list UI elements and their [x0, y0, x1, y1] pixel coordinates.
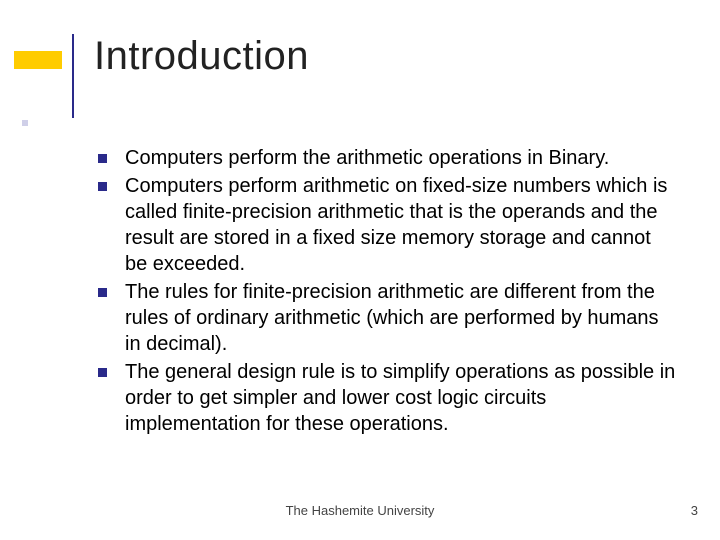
bullet-item: The general design rule is to simplify o… — [98, 359, 678, 437]
body-area: Computers perform the arithmetic operati… — [98, 145, 678, 439]
bullet-icon — [98, 154, 107, 163]
footer-university: The Hashemite University — [0, 503, 720, 518]
slide-title: Introduction — [94, 34, 309, 79]
bullet-item: Computers perform the arithmetic operati… — [98, 145, 678, 171]
bullet-text: The general design rule is to simplify o… — [125, 359, 678, 437]
bullet-icon — [98, 288, 107, 297]
footer-page-number: 3 — [691, 503, 698, 518]
decorative-dot — [22, 120, 28, 126]
accent-bar — [14, 51, 62, 69]
bullet-text: The rules for finite-precision arithmeti… — [125, 279, 678, 357]
bullet-item: The rules for finite-precision arithmeti… — [98, 279, 678, 357]
bullet-icon — [98, 368, 107, 377]
title-vertical-line — [72, 34, 74, 118]
bullet-item: Computers perform arithmetic on fixed-si… — [98, 173, 678, 277]
bullet-icon — [98, 182, 107, 191]
bullet-text: Computers perform the arithmetic operati… — [125, 145, 609, 171]
bullet-text: Computers perform arithmetic on fixed-si… — [125, 173, 678, 277]
